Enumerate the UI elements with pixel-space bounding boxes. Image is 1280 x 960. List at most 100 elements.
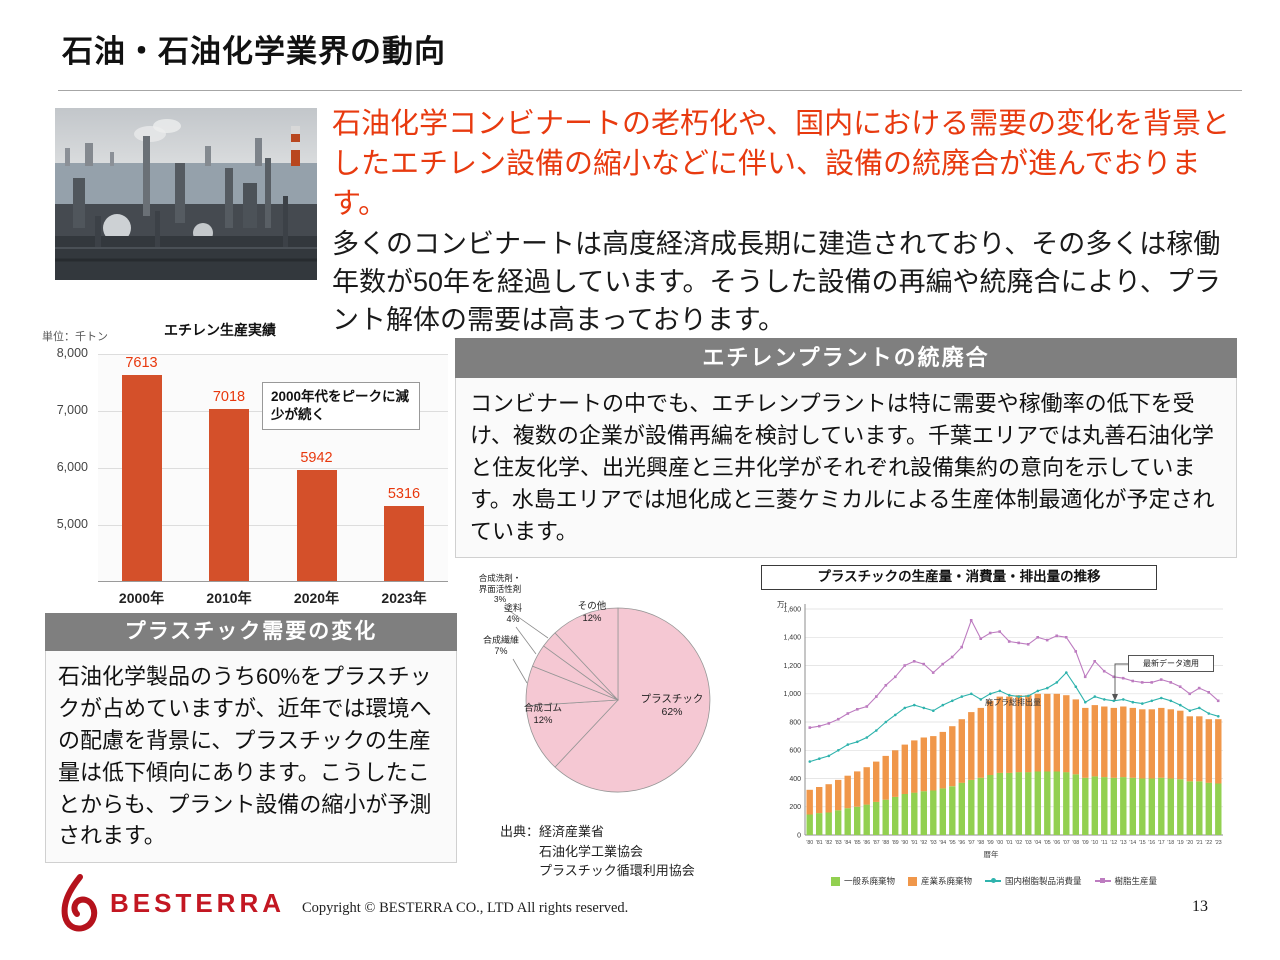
svg-text:'99: '99 <box>987 840 994 846</box>
svg-text:'14: '14 <box>1129 840 1136 846</box>
gridline <box>98 525 448 526</box>
svg-text:'90: '90 <box>901 840 908 846</box>
x-axis-label: 2023年 <box>381 590 427 606</box>
svg-text:'96: '96 <box>958 840 965 846</box>
photo-tank <box>103 214 131 242</box>
svg-text:'11: '11 <box>1101 840 1107 846</box>
svg-text:'21: '21 <box>1196 840 1203 846</box>
ethylene-chart-title: エチレン生産実績 <box>164 322 276 338</box>
svg-text:'91: '91 <box>911 840 918 846</box>
gridline <box>98 354 448 355</box>
consolidation-box-title: エチレンプラントの統廃合 <box>455 338 1237 378</box>
svg-text:'93: '93 <box>930 840 937 846</box>
copyright-text: Copyright © BESTERRA CO., LTD All rights… <box>302 900 629 916</box>
plastic-demand-box-title: プラスチック需要の変化 <box>45 613 457 651</box>
y-axis-label: 8,000 <box>56 346 88 360</box>
besterra-logo-icon <box>61 874 98 932</box>
legend-swatch-industrial-waste <box>907 876 917 886</box>
pie-slice-label: 合成洗剤・ 界面活性剤 3% <box>478 573 522 605</box>
source-line: 石油化学工業協会 <box>539 843 644 859</box>
y-axis-label: 5,000 <box>56 517 88 531</box>
legend-swatch-domestic-consumption <box>985 878 1001 884</box>
ethylene-ylabels: 8,000 7,000 6,000 5,000 <box>40 346 92 582</box>
bar <box>209 408 250 581</box>
title-divider <box>58 90 1242 91</box>
svg-text:'16: '16 <box>1148 840 1155 846</box>
pie-slices <box>525 607 711 793</box>
intro-body-text: 多くのコンビナートは高度経済成長期に建造されており、その多くは稼働年数が50年を… <box>332 229 1221 335</box>
leader-line-fiber <box>512 658 528 684</box>
svg-text:'18: '18 <box>1167 840 1174 846</box>
legend-item-domestic-consumption: 国内樹脂製品消費量 <box>985 875 1082 887</box>
svg-text:'82: '82 <box>825 840 832 846</box>
svg-text:'85: '85 <box>854 840 861 846</box>
svg-text:'04: '04 <box>1034 840 1041 846</box>
legend-marker <box>1100 878 1106 884</box>
bar-value-label: 5942 <box>300 450 333 467</box>
legend-marker <box>990 878 996 884</box>
svg-text:1,400: 1,400 <box>783 635 801 642</box>
legend-swatch-resin-production <box>1094 878 1111 884</box>
pie-slice-1 <box>525 699 619 768</box>
intro-block: 石油化学コンビナートの老朽化や、国内における需要の変化を背景としたエチレン設備の… <box>332 104 1240 339</box>
refinery-photo <box>55 108 317 280</box>
page-title: 石油・石油化学業界の動向 <box>62 34 446 69</box>
leader-line-detergent <box>503 606 549 639</box>
svg-text:'10: '10 <box>1091 840 1098 846</box>
photo-water <box>55 163 317 208</box>
svg-text:万t: 万t <box>777 600 787 609</box>
svg-text:'09: '09 <box>1082 840 1089 846</box>
gridline <box>98 468 448 469</box>
svg-text:1,000: 1,000 <box>783 691 801 698</box>
svg-text:'03: '03 <box>1025 840 1032 846</box>
besterra-logo-text: BESTERRA <box>110 887 286 918</box>
pie-slice-0 <box>554 607 711 793</box>
svg-text:1,200: 1,200 <box>783 663 801 670</box>
svg-text:'19: '19 <box>1177 840 1184 846</box>
svg-text:暦年: 暦年 <box>984 849 999 859</box>
annotation-arrow-group <box>1112 663 1128 701</box>
bar <box>384 506 425 581</box>
plastics-transition-chart: プラスチックの生産量・消費量・排出量の推移 0 200 400 600 800 1,000… <box>753 563 1235 903</box>
source-line: 出典：経済産業省 <box>500 824 605 839</box>
pie-svg <box>503 606 711 793</box>
annotation-arrow <box>1114 663 1128 695</box>
legend-label: 一般系廃棄物 <box>843 876 895 886</box>
pie-slice-5 <box>554 607 619 702</box>
besterra-logo: BESTERRA <box>58 874 285 932</box>
svg-text:0: 0 <box>797 832 801 839</box>
svg-text:'97: '97 <box>968 840 975 846</box>
legend-item-industrial-waste: 産業系廃棄物 <box>907 875 972 887</box>
bar <box>121 375 162 581</box>
svg-text:'22: '22 <box>1205 840 1212 846</box>
pie-slice-label: 合成繊維 7% <box>482 635 519 657</box>
svg-text:'07: '07 <box>1063 840 1070 846</box>
svg-text:'08: '08 <box>1072 840 1079 846</box>
x-axis-label: 2000年 <box>118 590 165 606</box>
ethylene-xlabels: 2000年 2010年 2020年 2023年 <box>98 588 448 610</box>
svg-text:600: 600 <box>789 748 801 755</box>
bar-value-label: 7018 <box>212 388 246 405</box>
legend-item-general-waste: 一般系廃棄物 <box>830 875 895 887</box>
latest-data-annotation: 最新データ適用 <box>1128 655 1214 672</box>
svg-text:'80: '80 <box>806 840 813 846</box>
svg-text:'20: '20 <box>1186 840 1193 846</box>
svg-text:'06: '06 <box>1053 840 1060 846</box>
legend-label: 国内樹脂製品消費量 <box>1005 876 1082 886</box>
legend-item-resin-production: 樹脂生産量 <box>1094 875 1157 887</box>
consolidation-box: エチレンプラントの統廃合 コンビナートの中でも、エチレンプラントは特に需要や稼働… <box>455 338 1237 559</box>
svg-text:'98: '98 <box>977 840 984 846</box>
transition-chart-title: プラスチックの生産量・消費量・排出量の推移 <box>761 565 1157 590</box>
svg-text:'95: '95 <box>949 840 956 846</box>
legend-label: 産業系廃棄物 <box>920 876 972 886</box>
svg-text:'17: '17 <box>1158 840 1165 846</box>
pie-source: 出典：経済産業省 石油化学工業協会 プラスチック循環利用協会 <box>500 822 695 881</box>
transition-plot: 02004006008001,0001,2001,4001,600万t'80'8… <box>777 600 1223 859</box>
bar <box>296 470 337 581</box>
legend-swatch-general-waste <box>830 876 840 886</box>
ethylene-chart: 単位：千トン エチレン生産実績 8,000 7,000 6,000 5,000 761… <box>40 318 454 614</box>
svg-text:'88: '88 <box>882 840 889 846</box>
y-axis-label: 7,000 <box>56 403 88 417</box>
svg-text:'15: '15 <box>1139 840 1146 846</box>
source-line: プラスチック循環利用協会 <box>539 863 695 878</box>
